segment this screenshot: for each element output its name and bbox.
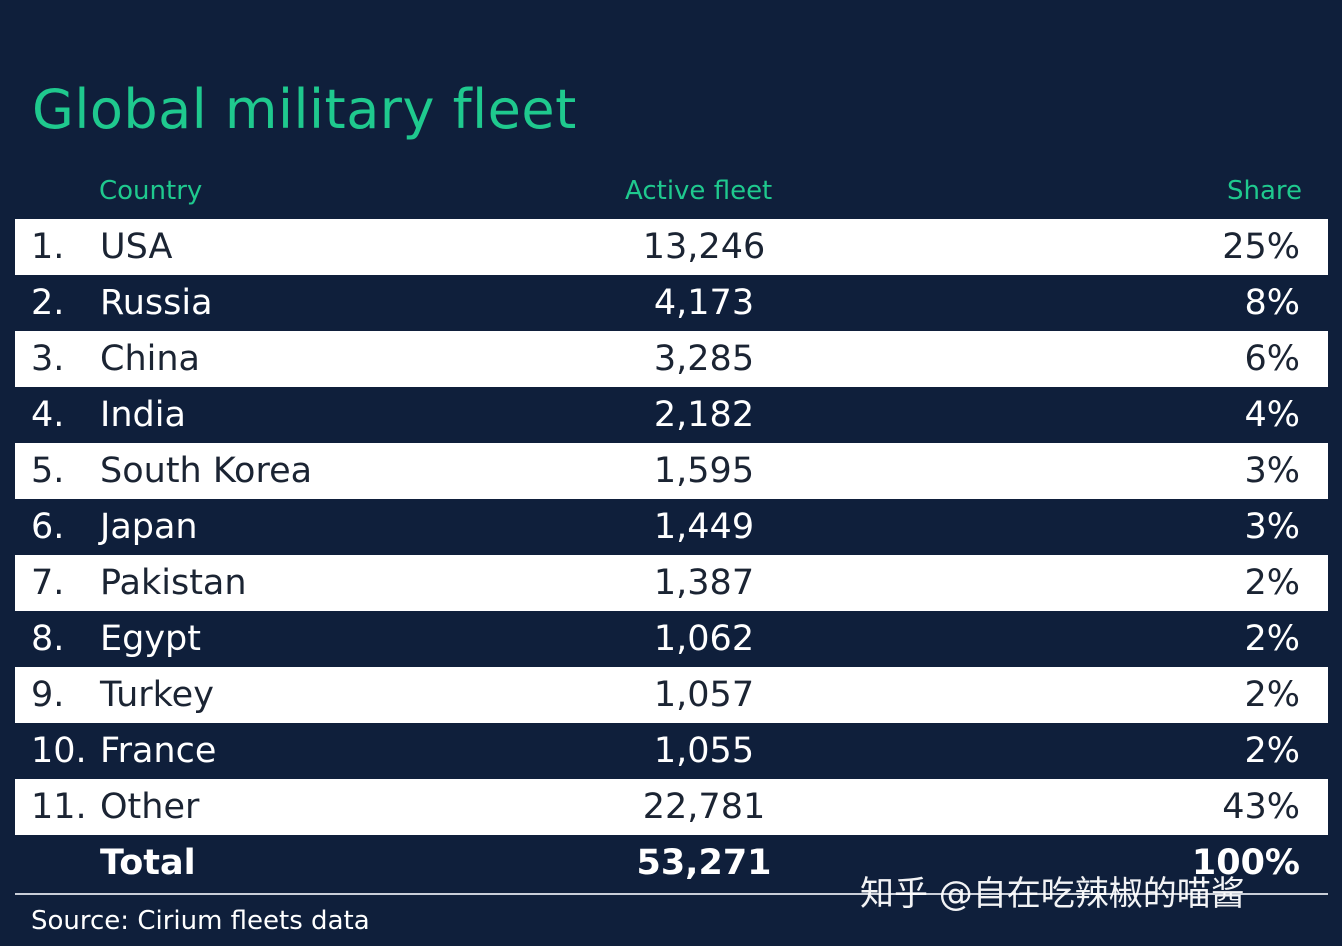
rank-cell: 7. [31, 563, 65, 603]
rank-cell: 4. [31, 395, 65, 435]
rank-cell: 3. [31, 339, 65, 379]
country-cell: Russia [100, 283, 213, 323]
total-label: Total [100, 843, 196, 883]
table-row: 7. Pakistan 1,387 2% [15, 555, 1328, 611]
table-row: 9. Turkey 1,057 2% [15, 667, 1328, 723]
total-row: Total 53,271 100% [0, 835, 1342, 891]
rank-cell: 10. [31, 731, 87, 771]
country-cell: Turkey [100, 675, 214, 715]
share-cell: 6% [1244, 339, 1300, 379]
share-cell: 3% [1244, 451, 1300, 491]
share-cell: 4% [1244, 395, 1300, 435]
table-row: 5. South Korea 1,595 3% [15, 443, 1328, 499]
table-row: 6. Japan 1,449 3% [0, 499, 1342, 555]
active-fleet-cell: 13,246 [642, 227, 766, 267]
table-body: 1. USA 13,246 25% 2. Russia 4,173 8% 3. China 3,28… [0, 219, 1342, 835]
share-cell: 2% [1244, 563, 1300, 603]
active-fleet-cell: 1,449 [653, 507, 755, 547]
rank-cell: 1. [31, 227, 65, 267]
chart-title: Global military fleet [32, 78, 577, 141]
rank-cell: 11. [31, 787, 87, 827]
source-note: Source: Cirium fleets data [31, 906, 370, 936]
active-fleet-cell: 1,055 [653, 731, 755, 771]
active-fleet-cell: 1,062 [653, 619, 755, 659]
rank-cell: 5. [31, 451, 65, 491]
country-cell: Other [100, 787, 200, 827]
country-cell: South Korea [100, 451, 313, 491]
column-header-country: Country [99, 176, 203, 206]
total-share: 100% [1191, 843, 1300, 883]
share-cell: 2% [1244, 731, 1300, 771]
table-row: 8. Egypt 1,062 2% [0, 611, 1342, 667]
active-fleet-cell: 1,387 [653, 563, 755, 603]
share-cell: 8% [1244, 283, 1300, 323]
country-cell: France [100, 731, 217, 771]
country-cell: Pakistan [100, 563, 247, 603]
table-row: 2. Russia 4,173 8% [0, 275, 1342, 331]
active-fleet-cell: 22,781 [642, 787, 766, 827]
active-fleet-cell: 4,173 [653, 283, 755, 323]
table-row: 1. USA 13,246 25% [15, 219, 1328, 275]
table-row: 3. China 3,285 6% [15, 331, 1328, 387]
country-cell: India [100, 395, 186, 435]
country-cell: Egypt [100, 619, 201, 659]
rank-cell: 8. [31, 619, 65, 659]
rank-cell: 2. [31, 283, 65, 323]
active-fleet-cell: 1,057 [653, 675, 755, 715]
rank-cell: 9. [31, 675, 65, 715]
active-fleet-cell: 2,182 [653, 395, 755, 435]
country-cell: USA [100, 227, 173, 267]
total-fleet: 53,271 [636, 843, 772, 883]
column-header-share: Share [1226, 176, 1302, 206]
share-cell: 2% [1244, 619, 1300, 659]
active-fleet-cell: 3,285 [653, 339, 755, 379]
share-cell: 43% [1222, 787, 1300, 827]
share-cell: 3% [1244, 507, 1300, 547]
active-fleet-cell: 1,595 [653, 451, 755, 491]
table-row: 4. India 2,182 4% [0, 387, 1342, 443]
country-cell: Japan [100, 507, 198, 547]
share-cell: 25% [1222, 227, 1300, 267]
country-cell: China [100, 339, 200, 379]
share-cell: 2% [1244, 675, 1300, 715]
column-header-active-fleet: Active fleet [625, 176, 773, 206]
watermark: 知乎 @自在吃辣椒的喵酱 [860, 874, 1245, 914]
table-row: 10. France 1,055 2% [0, 723, 1342, 779]
divider-line [15, 893, 1328, 895]
table-row: 11. Other 22,781 43% [15, 779, 1328, 835]
rank-cell: 6. [31, 507, 65, 547]
